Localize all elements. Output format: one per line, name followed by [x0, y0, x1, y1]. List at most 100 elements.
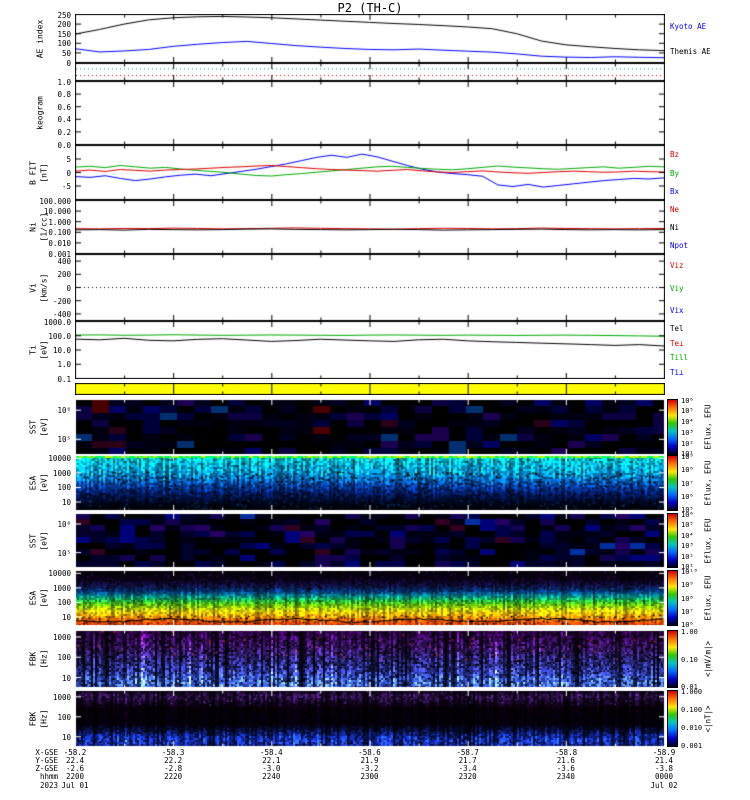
colorbar-sst_el: [667, 513, 678, 568]
z-gse-value: -3.4: [458, 764, 477, 773]
y-gse-value: 22.4: [65, 756, 85, 765]
axis-row-label: Y-GSE: [35, 756, 58, 765]
ytick-label: 10⁶: [57, 520, 71, 529]
ylabel-fbk_b: FBK: [28, 711, 38, 726]
ylabel-bfit: B FIT: [28, 160, 38, 185]
legend-label: Tel: [670, 324, 684, 334]
colorbar-tick: 1.000: [681, 687, 703, 696]
ylabel-ni: [1/cc]: [39, 212, 49, 242]
colorbar-tick: 10⁷: [681, 479, 694, 488]
ytick-label: 10: [61, 613, 71, 623]
y-gse-value: 22.2: [164, 756, 183, 765]
panel-roadmap: [75, 383, 665, 395]
time-tick-label: 2300: [360, 772, 379, 781]
z-gse-value: -2.8: [164, 764, 183, 773]
ytick-label: 0.6: [57, 102, 71, 112]
z-gse-value: -3.2: [360, 764, 379, 773]
legend-label: Till: [670, 353, 689, 363]
panel-keogram: [75, 81, 665, 145]
colorbar-tick: 0.01: [681, 683, 698, 692]
legend-label: Kyoto AE: [670, 22, 707, 32]
legend-label: Ne: [670, 205, 680, 214]
ytick-label: 1000: [52, 468, 71, 478]
ytick-label: 0.2: [57, 127, 71, 137]
colorbar-unit-label: Eflux, EFU: [703, 517, 713, 564]
legend-label: Bz: [670, 150, 680, 160]
ytick-label: 1000: [52, 583, 71, 593]
ylabel-sst_ion: SST: [28, 419, 38, 435]
ytick-label: 400: [57, 257, 71, 267]
ytick-label: 10⁶: [57, 406, 71, 416]
colorbar-fbk_b: [667, 690, 678, 747]
axis-row-label: Z-GSE: [35, 764, 58, 773]
ytick-label: 0: [66, 283, 71, 293]
panel-bfit: [75, 145, 665, 200]
colorbar-tick: 10⁸: [681, 594, 694, 603]
panel-sst_ion: [75, 399, 665, 455]
panel-esa_ion: [75, 455, 665, 511]
legend-label: Themis AE: [670, 46, 711, 56]
ylabel-esa_ion: [eV]: [39, 473, 49, 493]
colorbar-esa_el: [667, 570, 678, 626]
ytick-label: 10⁵: [57, 548, 71, 558]
y-gse-value: 21.9: [360, 756, 379, 765]
x-gse-value: -58.2: [63, 748, 87, 757]
colorbar-unit-label: <|nT|>: [703, 704, 713, 733]
time-tick-label: 2320: [458, 772, 477, 781]
ytick-label: 200: [57, 270, 71, 280]
ytick-label: 10.000: [43, 207, 71, 217]
ytick-label: 1000.0: [43, 317, 71, 327]
ytick-label: 100: [57, 598, 71, 608]
ylabel-ti: Ti: [28, 345, 38, 355]
colorbar-tick: 10²: [681, 439, 694, 448]
x-gse-value: -58.4: [260, 748, 283, 757]
z-gse-value: -3.8: [654, 764, 674, 773]
colorbar-tick: 10⁵: [681, 506, 694, 515]
ytick-label: 10: [61, 732, 71, 742]
x-gse-value: -58.7: [456, 748, 479, 757]
colorbar-tick: 10⁵: [681, 521, 694, 530]
x-gse-value: -58.9: [652, 748, 676, 757]
ylabel-esa_el: ESA: [28, 590, 38, 606]
ytick-label: 10000: [48, 454, 71, 464]
ytick-label: 1000: [52, 632, 71, 642]
colorbar-tick: 10¹⁰: [681, 567, 698, 576]
ylabel-fbk_b: [Hz]: [39, 708, 49, 729]
ytick-label: -200: [52, 296, 71, 306]
x-gse-value: -58.8: [554, 748, 578, 757]
colorbar-tick: 10¹: [681, 563, 694, 572]
ytick-label: 100: [57, 39, 71, 49]
ylabel-vi: [km/s]: [39, 273, 49, 302]
x-gse-value: -58.3: [161, 748, 185, 757]
ytick-label: 0.8: [57, 90, 71, 100]
ylabel-fbk_e: [Hz]: [39, 649, 49, 669]
ytick-label: 10: [61, 673, 71, 683]
panel-ae: [75, 14, 665, 63]
legend-label: By: [670, 168, 680, 178]
y-gse-value: 21.6: [556, 756, 575, 765]
colorbar-esa_ion: [667, 455, 678, 511]
ytick-label: 100.000: [39, 196, 71, 206]
colorbar-tick: 10³: [681, 428, 694, 437]
ylabel-vi: Vi: [28, 282, 38, 293]
colorbar-tick: 10⁹: [681, 581, 694, 590]
ytick-label: 0.1: [57, 374, 71, 384]
colorbar-unit-label: Eflux, EFU: [703, 460, 713, 506]
ytick-label: -400: [52, 309, 71, 319]
colorbar-tick: 10⁶: [681, 396, 694, 405]
ylabel-sst_ion: [eV]: [39, 417, 49, 437]
y-gse-value: 22.1: [262, 756, 281, 765]
ylabel-ae: AE index: [35, 19, 45, 58]
page-title: P2 (TH-C): [337, 1, 403, 15]
legend-label: Viz: [670, 261, 684, 271]
ylabel-sst_el: [eV]: [39, 530, 49, 551]
panel-ti: [75, 321, 665, 379]
ytick-label: 0.010: [48, 238, 71, 248]
z-gse-value: -2.6: [65, 764, 85, 773]
panel-esa_el: [75, 570, 665, 626]
time-tick-label: 2240: [262, 772, 281, 781]
colorbar-sst_ion: [667, 399, 678, 455]
ytick-label: 1.000: [48, 217, 71, 227]
axis-row-label: hhmm: [39, 772, 58, 781]
ylabel-ti: [eV]: [39, 340, 49, 360]
